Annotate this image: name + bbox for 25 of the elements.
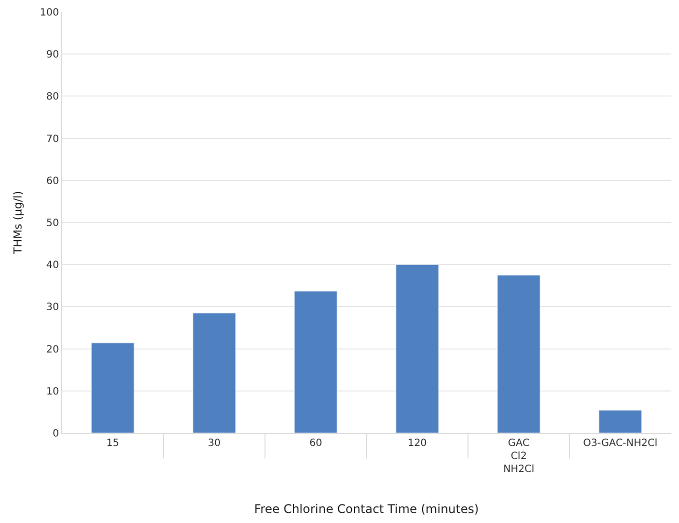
y-tick-label: 70: [46, 134, 59, 145]
bar: [497, 274, 540, 433]
y-tick-label: 40: [46, 260, 59, 272]
x-tick-label: 15: [106, 438, 120, 449]
x-tick-label: O3-GAC-NH2Cl: [583, 438, 658, 449]
bar: [294, 290, 338, 433]
y-tick-label: 90: [46, 50, 59, 61]
y-tick-label: 100: [40, 8, 59, 18]
bar: [192, 312, 236, 433]
y-tick-label: 50: [46, 218, 59, 229]
y-tick-label: 80: [46, 92, 59, 103]
x-tick-label: 120: [408, 438, 427, 449]
bar: [396, 264, 439, 433]
y-axis-title: THMs (µg/l): [12, 190, 25, 256]
y-tick-label: 60: [46, 176, 59, 187]
y-tick-label: 30: [46, 302, 59, 314]
bar: [91, 342, 134, 433]
bar: [598, 410, 642, 433]
x-tick-label: 60: [309, 438, 322, 449]
x-tick-label: 30: [208, 438, 221, 449]
x-tick-label: GAC Cl2 NH2Cl: [503, 438, 534, 475]
y-tick-label: 0: [52, 428, 59, 440]
x-axis-title: Free Chlorine Contact Time (minutes): [254, 502, 479, 516]
y-tick-label: 20: [46, 344, 59, 356]
y-tick-label: 10: [46, 386, 59, 398]
